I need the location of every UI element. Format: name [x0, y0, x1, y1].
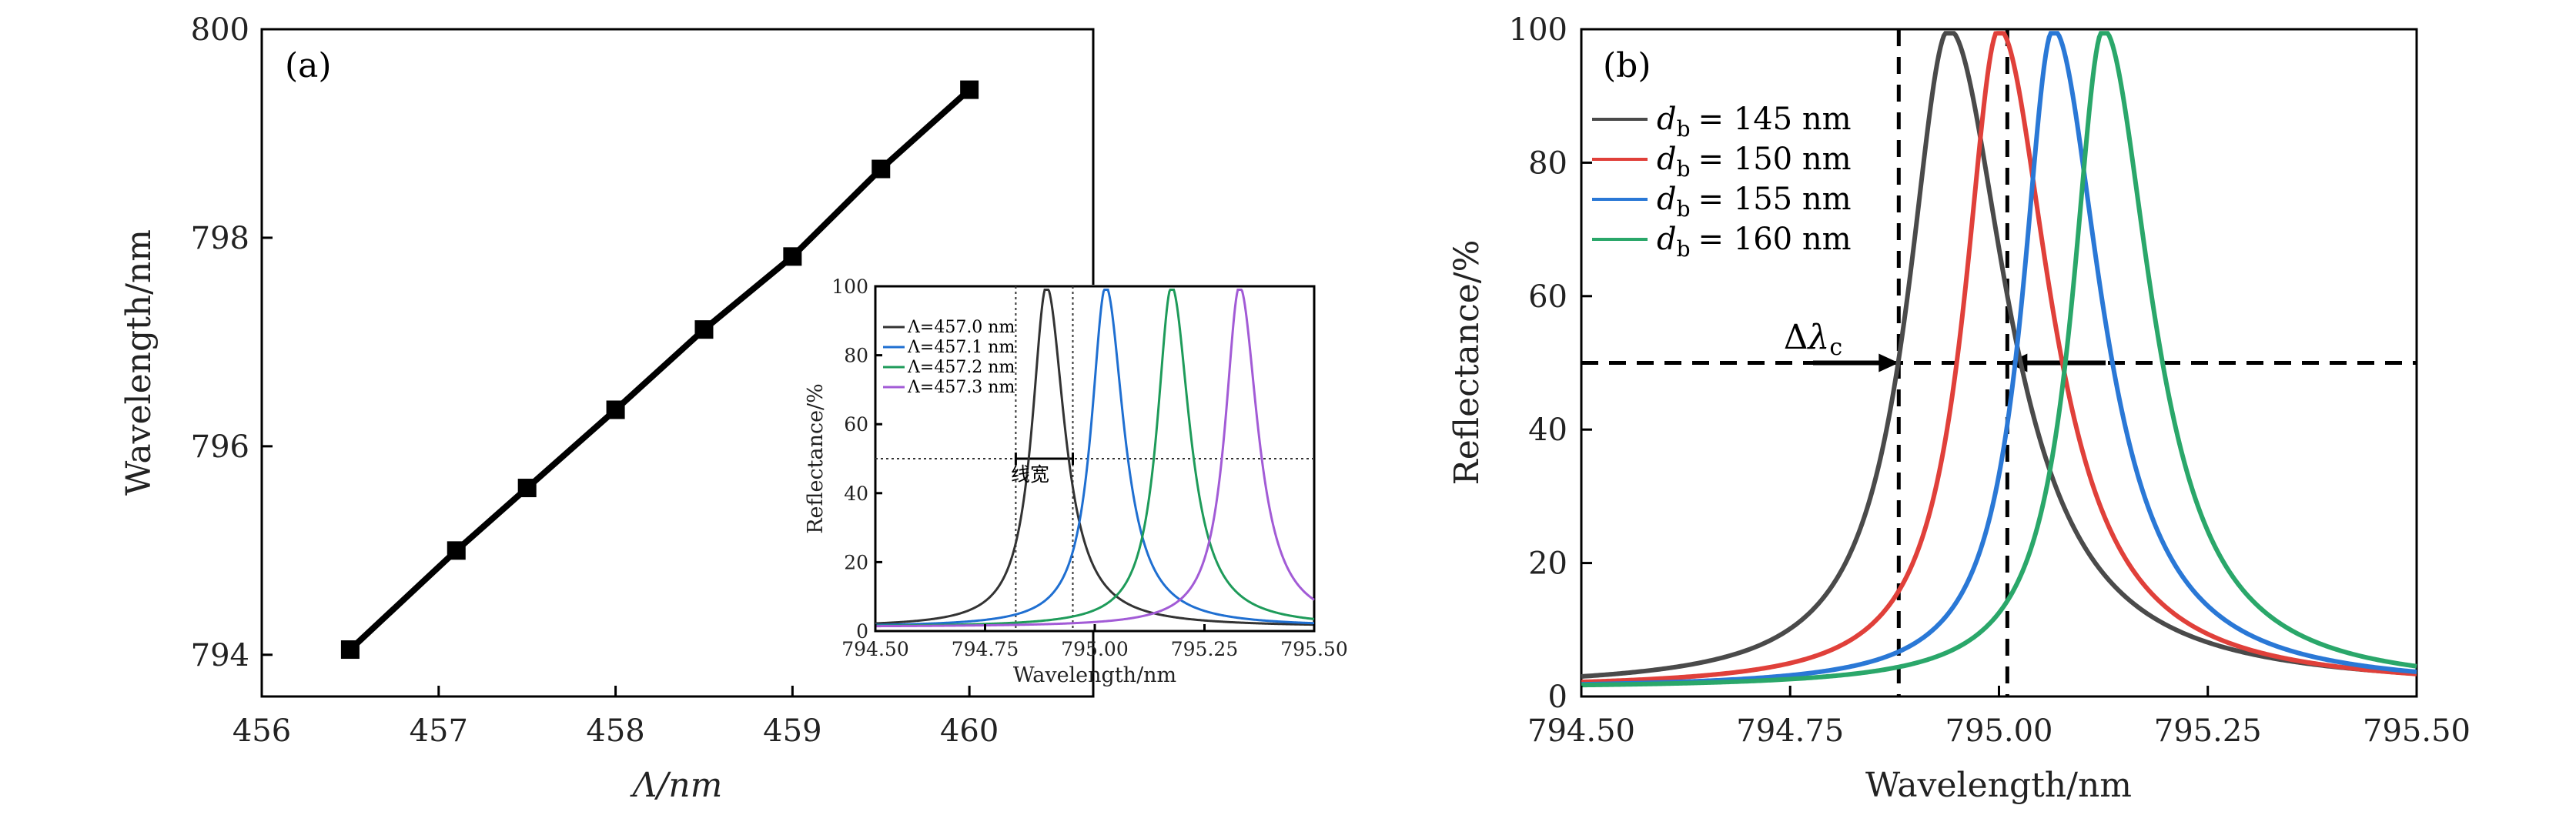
panel-a-label: (a) [285, 46, 332, 85]
inset-y-tick-label: 0 [856, 620, 868, 643]
panel-b-y-axis-title: Reflectance/% [1447, 240, 1487, 486]
inset-y-tick-label: 20 [844, 551, 868, 573]
legend-label-subscript: b [1677, 236, 1691, 262]
legend-label-symbol: d [1657, 142, 1677, 177]
panel-a-x-tick-label: 458 [586, 713, 644, 749]
panel-a-data-point [871, 159, 891, 179]
inset-x-tick-label: 795.00 [1061, 638, 1128, 660]
inset-x-ticks: 794.50 794.75 795.00 795.25 795.50 [841, 624, 1348, 660]
legend-label-value: = 160 nm [1698, 222, 1852, 257]
legend-label-subscript: b [1677, 196, 1691, 222]
panel-a-y-axis-title: Wavelength/nm [119, 229, 159, 496]
panel-b-label: (b) [1603, 46, 1651, 85]
inset-x-tick-label: 795.50 [1280, 638, 1347, 660]
panel-b-legend-label: db = 160 nm [1657, 222, 1852, 262]
inset-x-axis-title: Wavelength/nm [1013, 663, 1176, 687]
inset-series-line [875, 288, 1315, 626]
inset-y-tick-label: 100 [831, 276, 868, 298]
panel-a-y-tick-label: 794 [191, 638, 249, 673]
panel-b-series-line [1581, 31, 2417, 685]
panel-b-y-tick-label: 80 [1528, 145, 1567, 181]
panel-a-data-point [694, 320, 714, 339]
panel-a-y-tick-label: 796 [191, 429, 249, 465]
legend-label-subscript: b [1677, 116, 1691, 142]
panel-a-series [340, 80, 979, 660]
panel-b-y-tick-label: 20 [1528, 546, 1567, 582]
legend-label-value: = 145 nm [1698, 102, 1852, 137]
panel-a-x-axis-title: Λ/nm [630, 766, 723, 805]
delta-lambda-main: Δ [1784, 318, 1808, 357]
panel-a-series-line [348, 87, 972, 652]
panel-b: (b) 794.50 794.75 795.00 795.25 795.50 0 20 40… [1447, 12, 2471, 805]
panel-a-data-point [606, 400, 625, 419]
panel-b-y-tick-label: 60 [1528, 279, 1567, 315]
legend-label-symbol: d [1657, 102, 1677, 137]
inset-x-tick-label: 794.50 [841, 638, 908, 660]
panel-b-x-tick-label: 794.50 [1527, 713, 1635, 749]
legend-label-value: = 155 nm [1698, 182, 1852, 217]
legend-label-value: = 150 nm [1698, 142, 1852, 177]
panel-b-legend-label: db = 150 nm [1657, 142, 1852, 182]
panel-b-series-line [1581, 31, 2417, 688]
panel-a-x-tick-label: 459 [763, 713, 821, 749]
inset-series-line [875, 288, 1315, 628]
inset-y-tick-label: 80 [844, 345, 868, 367]
legend-label-symbol: d [1657, 222, 1677, 257]
panel-b-x-tick-label: 794.75 [1736, 713, 1844, 749]
panel-b-x-ticks: 794.50 794.75 795.00 795.25 795.50 [1527, 686, 2471, 749]
panel-a-data-point [960, 80, 979, 99]
inset-y-tick-label: 40 [844, 483, 868, 505]
inset-guide-lines [875, 286, 1314, 631]
inset-y-axis-title: Reflectance/% [804, 383, 828, 534]
panel-a-x-tick-label: 457 [410, 713, 468, 749]
panel-b-left-arrow-head [1878, 353, 1899, 372]
panel-a-data-point [517, 479, 537, 498]
panel-b-y-tick-label: 100 [1509, 12, 1567, 48]
panel-a-data-point [340, 640, 360, 660]
panel-b-legend-label: db = 145 nm [1657, 102, 1852, 142]
panel-b-x-axis-title: Wavelength/nm [1865, 766, 2132, 805]
delta-lambda-symbol: λ [1807, 318, 1830, 357]
panel-b-legend-label: db = 155 nm [1657, 182, 1852, 222]
panel-b-y-tick-label: 0 [1548, 680, 1567, 715]
panel-a-x-ticks: 456 457 458 459 460 [233, 686, 999, 749]
inset-y-ticks: 0 20 40 60 80 100 [831, 276, 882, 643]
panel-a-y-ticks: 794 796 798 800 [191, 12, 273, 673]
panel-a-x-tick-label: 460 [940, 713, 999, 749]
inset-legend-label: Λ=457.3 nm [907, 378, 1015, 397]
panel-b-series [1581, 31, 2417, 688]
panel-a-inset: 794.50 794.75 795.00 795.25 795.50 0 20 40 60 80… [804, 276, 1348, 687]
inset-series-line [875, 288, 1315, 626]
panel-b-x-tick-label: 795.00 [1945, 713, 2053, 749]
panel-a-data-point [783, 247, 802, 266]
inset-legend-label: Λ=457.1 nm [907, 338, 1015, 357]
panel-a-y-tick-label: 798 [191, 221, 249, 256]
panel-b-x-tick-label: 795.50 [2363, 713, 2471, 749]
panel-a-x-tick-label: 456 [233, 713, 291, 749]
panel-b-x-tick-label: 795.25 [2154, 713, 2262, 749]
inset-x-tick-label: 795.25 [1171, 638, 1238, 660]
delta-lambda-subscript: c [1829, 334, 1842, 361]
inset-legend-label: Λ=457.0 nm [907, 318, 1015, 337]
legend-label-symbol: d [1657, 182, 1677, 217]
panel-b-y-tick-label: 40 [1528, 413, 1567, 448]
inset-series [875, 288, 1315, 628]
inset-y-tick-label: 60 [844, 413, 868, 436]
inset-legend-label: Λ=457.2 nm [907, 358, 1015, 377]
panel-a-y-tick-label: 800 [191, 12, 249, 48]
inset-annotation-linewidth: 线宽 [1011, 463, 1049, 486]
inset-x-tick-label: 794.75 [952, 638, 1019, 660]
panel-b-y-ticks: 0 20 40 60 80 100 [1509, 12, 1592, 715]
panel-b-annotation-delta-lambda: Δλc [1784, 318, 1842, 361]
legend-label-subscript: b [1677, 156, 1691, 182]
inset-legend: Λ=457.0 nmΛ=457.1 nmΛ=457.2 nmΛ=457.3 nm [883, 318, 1015, 397]
panel-a-data-point [447, 541, 466, 560]
